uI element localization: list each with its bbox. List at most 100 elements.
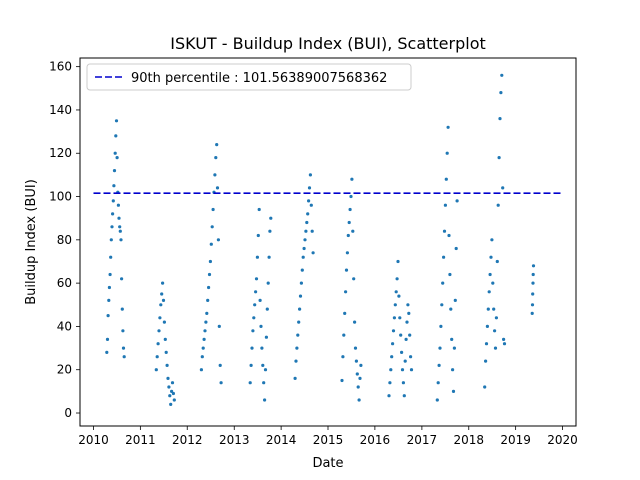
legend-box (86, 63, 412, 91)
data-point (455, 199, 459, 203)
data-point (295, 346, 299, 350)
data-point (437, 363, 441, 367)
data-point (200, 355, 204, 359)
data-point (115, 156, 119, 160)
data-point (355, 372, 359, 376)
data-point (301, 255, 305, 259)
y-tick-label: 80 (57, 233, 72, 247)
x-tick-label: 2014 (266, 433, 297, 447)
data-point (439, 324, 443, 328)
y-tick-label: 0 (64, 406, 72, 420)
data-point (406, 303, 410, 307)
data-point (215, 186, 220, 190)
data-point (108, 272, 112, 277)
data-point (343, 311, 347, 315)
data-point (530, 311, 534, 315)
data-point (454, 246, 458, 251)
data-point (407, 311, 411, 315)
data-point (448, 272, 452, 277)
data-point (297, 320, 301, 324)
data-point (530, 303, 535, 307)
data-point (304, 229, 308, 233)
data-point (263, 368, 268, 372)
x-axis-label: Date (312, 456, 343, 471)
data-point (494, 316, 498, 320)
data-point (306, 212, 310, 216)
data-point (440, 303, 444, 307)
data-point (168, 394, 172, 398)
data-point (109, 238, 113, 242)
y-tick-label: 160 (49, 60, 72, 74)
data-point (298, 294, 303, 298)
data-point (121, 329, 125, 333)
data-point (445, 151, 449, 155)
data-point (357, 398, 361, 402)
x-tick-label: 2016 (360, 433, 391, 447)
data-point (303, 238, 307, 242)
data-point (105, 350, 109, 354)
data-point (499, 91, 503, 95)
data-point (164, 350, 168, 354)
data-point (204, 320, 208, 324)
data-point (250, 346, 254, 350)
data-point (296, 333, 300, 337)
data-point (211, 207, 215, 212)
data-point (157, 329, 161, 333)
chart-title: ISKUT - Buildup Index (BUI), Scatterplot (170, 34, 486, 53)
data-point (169, 402, 173, 406)
data-point (449, 307, 453, 311)
data-point (260, 346, 264, 350)
legend: 90th percentile : 101.56389007568362 (86, 63, 412, 91)
data-point (105, 337, 110, 341)
x-tick-label: 2018 (453, 433, 484, 447)
data-point (298, 307, 302, 311)
data-point (394, 290, 398, 294)
data-point (390, 355, 394, 359)
data-point (398, 316, 402, 320)
data-point (400, 350, 404, 354)
data-point (442, 229, 447, 233)
x-tick-label: 2017 (407, 433, 438, 447)
data-point (201, 346, 205, 350)
data-point (264, 335, 268, 339)
data-point (490, 238, 494, 242)
data-point (409, 368, 414, 372)
x-tick-label: 2011 (125, 433, 156, 447)
scatter-points (105, 73, 536, 406)
data-point (395, 277, 399, 281)
data-point (120, 307, 124, 311)
data-point (436, 381, 440, 385)
data-point (309, 203, 313, 207)
data-point (393, 303, 397, 307)
x-tick-label: 2019 (500, 433, 531, 447)
data-point (493, 346, 498, 350)
data-point (109, 255, 113, 259)
data-point (487, 290, 491, 294)
data-point (484, 359, 488, 363)
data-point (107, 285, 111, 290)
data-point (116, 203, 120, 207)
data-point (442, 255, 446, 259)
data-point (165, 363, 169, 367)
data-point (399, 333, 403, 337)
data-point (258, 298, 262, 302)
data-point (251, 329, 255, 333)
data-point (106, 314, 110, 318)
data-point (160, 292, 164, 296)
data-point (162, 320, 166, 324)
data-point (486, 307, 490, 311)
data-point (267, 255, 271, 259)
data-point (446, 125, 450, 129)
data-point (452, 346, 456, 350)
data-point (307, 186, 312, 190)
data-point (444, 177, 448, 181)
y-tick-label: 40 (57, 319, 72, 333)
data-point (496, 203, 500, 207)
data-point (340, 378, 344, 383)
data-point (347, 220, 351, 225)
data-point (155, 355, 159, 359)
data-point (254, 277, 259, 281)
data-point (389, 368, 393, 372)
data-point (205, 311, 209, 315)
data-point (531, 272, 535, 277)
